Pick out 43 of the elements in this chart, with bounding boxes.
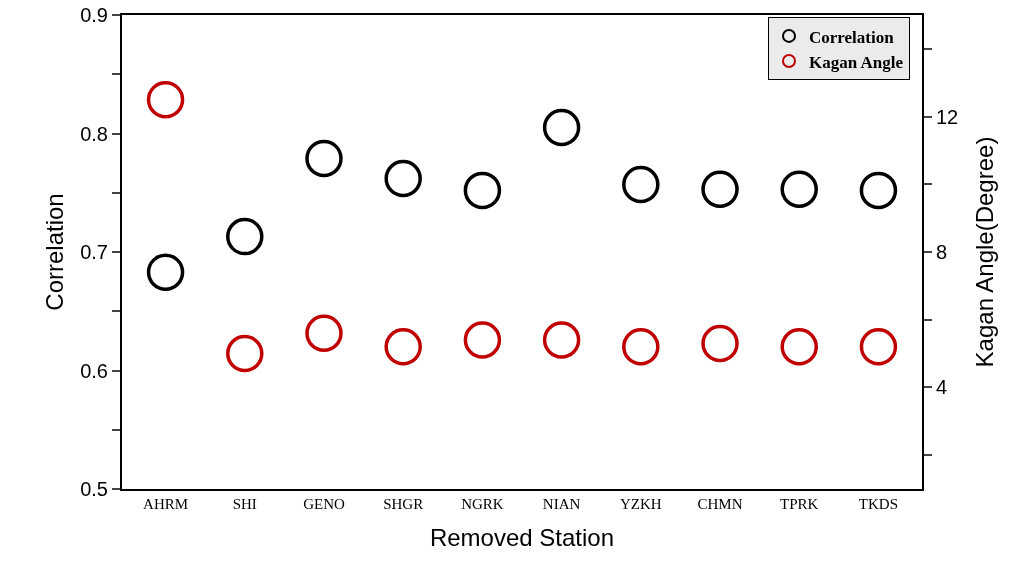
point xyxy=(780,328,818,366)
point xyxy=(701,170,739,208)
point xyxy=(542,321,581,359)
x-tick-label: NIAN xyxy=(542,496,581,512)
point xyxy=(859,171,898,210)
y2-tick-label: 8 xyxy=(936,241,948,263)
x-tick-label: NGRK xyxy=(461,496,504,512)
y2-axis-title: Kagan Angle(Degree) xyxy=(971,136,998,368)
legend-label: Kagan Angle xyxy=(809,52,904,72)
point xyxy=(859,328,898,366)
y-tick-label: 0.7 xyxy=(80,241,108,263)
point xyxy=(384,328,422,366)
point xyxy=(305,139,343,178)
y2-tick-label: 12 xyxy=(936,105,959,128)
point xyxy=(226,334,264,373)
y-tick-label: 0.8 xyxy=(80,122,108,145)
x-tick-label: YZKH xyxy=(619,496,662,512)
point xyxy=(780,170,818,208)
x-tick-label: SHGR xyxy=(383,496,424,512)
point xyxy=(701,324,739,363)
y-tick-label: 0.6 xyxy=(80,359,108,382)
y-tick-label: 0.9 xyxy=(80,4,108,26)
point xyxy=(622,165,660,204)
y-axis-title: Correlation xyxy=(41,193,68,311)
x-axis-title: Removed Station xyxy=(429,523,615,551)
x-tick-label: GENO xyxy=(303,496,345,512)
point xyxy=(542,108,581,147)
point xyxy=(463,321,502,359)
legend-label: Correlation xyxy=(809,27,895,47)
point xyxy=(146,80,185,119)
x-tick-label: SHI xyxy=(232,496,257,512)
x-tick-label: AHRM xyxy=(143,496,189,512)
point xyxy=(384,159,422,198)
x-tick-label: TKDS xyxy=(858,496,899,512)
point xyxy=(622,328,660,366)
x-tick-label: CHMN xyxy=(697,496,743,512)
x-tick-label: TPRK xyxy=(780,496,819,512)
point xyxy=(146,253,185,291)
point xyxy=(226,217,264,256)
point xyxy=(463,171,502,210)
y-tick-label: 0.5 xyxy=(80,478,108,500)
y2-tick-label: 4 xyxy=(936,376,948,399)
point xyxy=(305,314,343,352)
